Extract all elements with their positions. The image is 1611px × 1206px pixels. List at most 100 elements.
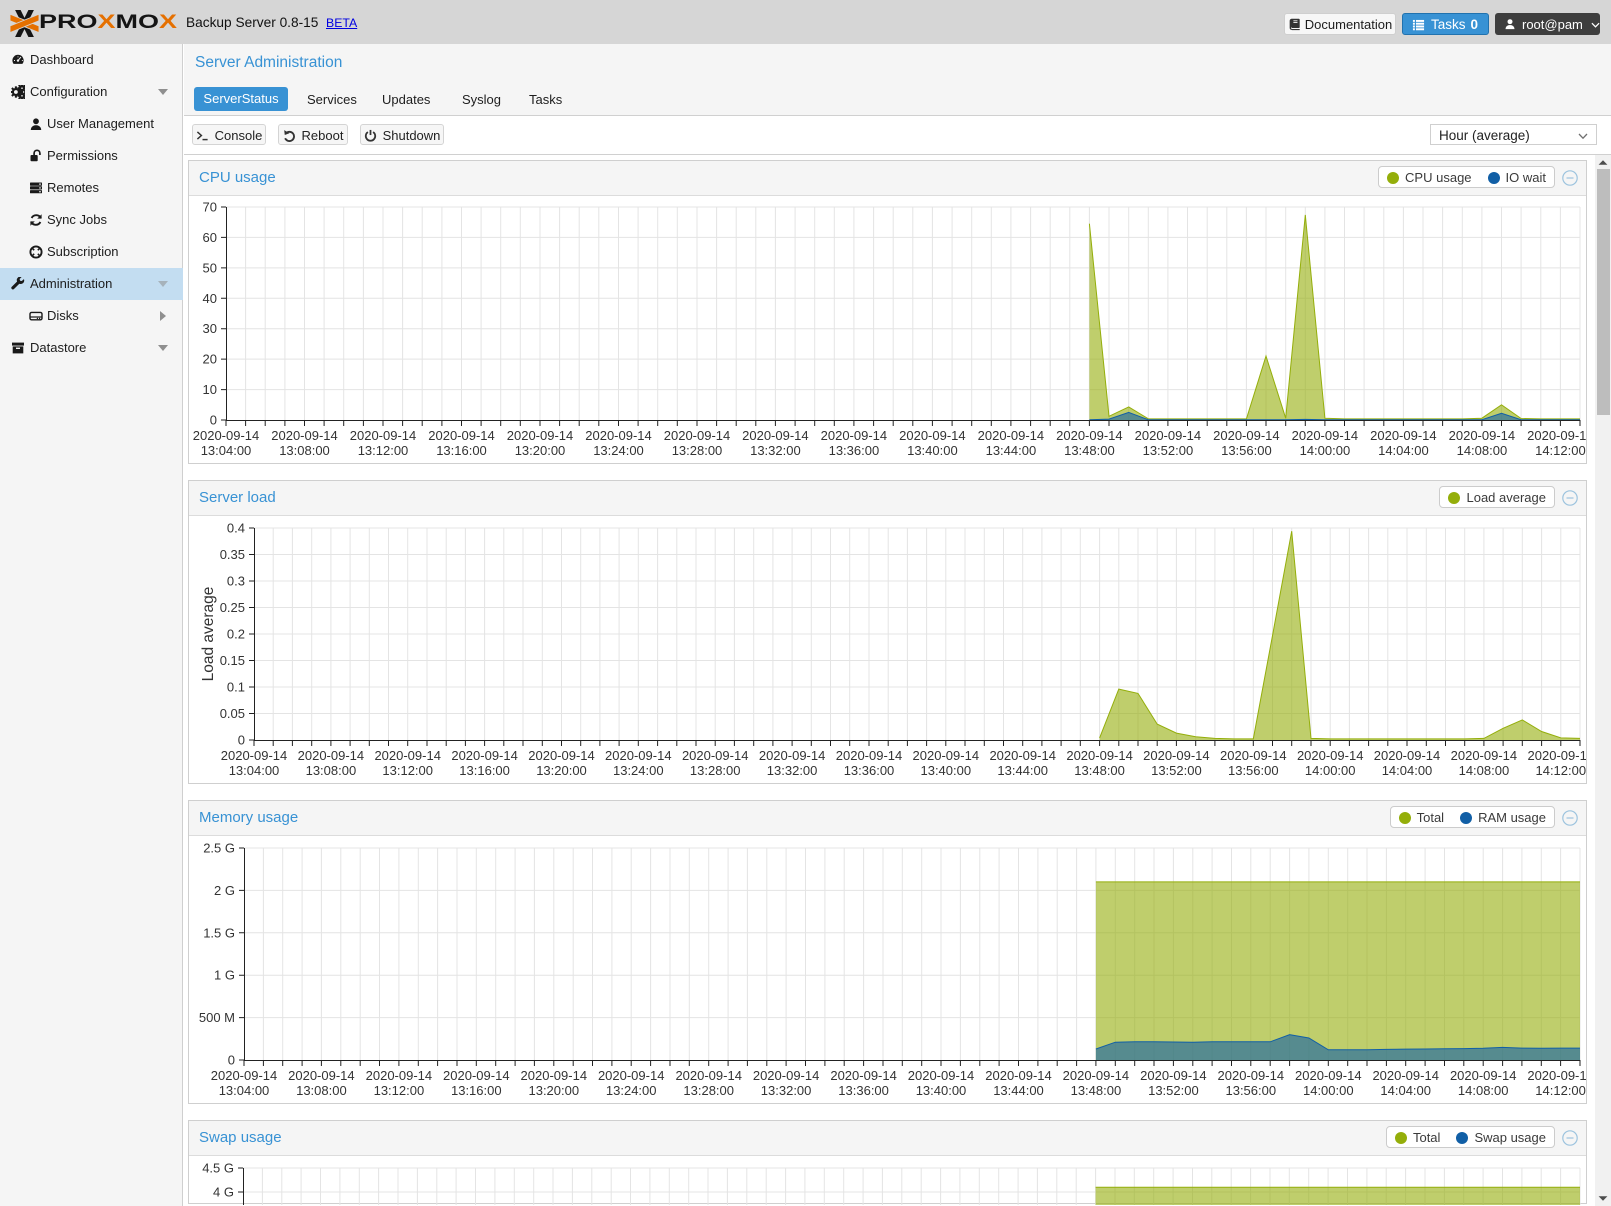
svg-text:13:16:00: 13:16:00	[459, 763, 510, 778]
svg-text:14:08:00: 14:08:00	[1457, 443, 1508, 458]
svg-text:2020-09-14: 2020-09-14	[1370, 428, 1437, 443]
svg-text:13:28:00: 13:28:00	[683, 1083, 734, 1098]
svg-text:13:52:00: 13:52:00	[1143, 443, 1194, 458]
svg-text:2020-09-14: 2020-09-14	[742, 428, 809, 443]
svg-text:2020-09-14: 2020-09-14	[908, 1068, 975, 1083]
svg-text:13:36:00: 13:36:00	[844, 763, 895, 778]
svg-text:30: 30	[203, 321, 217, 336]
svg-text:13:36:00: 13:36:00	[829, 443, 880, 458]
svg-text:2020-09-14: 2020-09-14	[664, 428, 731, 443]
svg-text:13:24:00: 13:24:00	[593, 443, 644, 458]
svg-text:2020-09-14: 2020-09-14	[1063, 1068, 1130, 1083]
svg-text:2020-09-14: 2020-09-14	[1218, 1068, 1285, 1083]
svg-text:2020-09-14: 2020-09-14	[1220, 748, 1287, 763]
svg-text:2020-09-14: 2020-09-14	[978, 428, 1045, 443]
svg-text:13:20:00: 13:20:00	[515, 443, 566, 458]
svg-text:50: 50	[203, 260, 217, 275]
svg-text:0.2: 0.2	[227, 627, 245, 642]
svg-text:0.05: 0.05	[220, 706, 245, 721]
svg-text:13:20:00: 13:20:00	[528, 1083, 579, 1098]
svg-text:2020-09-14: 2020-09-14	[759, 748, 826, 763]
svg-text:2020-09-14: 2020-09-14	[366, 1068, 433, 1083]
svg-text:2020-09-14: 2020-09-14	[821, 428, 888, 443]
svg-text:2020-09-14: 2020-09-14	[1056, 428, 1123, 443]
svg-text:14:04:00: 14:04:00	[1380, 1083, 1431, 1098]
svg-text:2020-09-14: 2020-09-14	[605, 748, 672, 763]
svg-text:13:40:00: 13:40:00	[920, 763, 971, 778]
svg-text:2020-09-14: 2020-09-14	[1374, 748, 1441, 763]
svg-text:2020-09-14: 2020-09-14	[585, 428, 652, 443]
svg-text:2 G: 2 G	[214, 883, 235, 898]
svg-text:2020-09-14: 2020-09-14	[1450, 1068, 1517, 1083]
svg-text:13:08:00: 13:08:00	[296, 1083, 347, 1098]
svg-text:0.3: 0.3	[227, 574, 245, 589]
svg-text:13:48:00: 13:48:00	[1071, 1083, 1122, 1098]
svg-text:2020-09-14: 2020-09-14	[1372, 1068, 1439, 1083]
svg-text:14:04:00: 14:04:00	[1378, 443, 1429, 458]
svg-text:2020-09-14: 2020-09-14	[350, 428, 417, 443]
svg-text:13:04:00: 13:04:00	[201, 443, 252, 458]
svg-text:13:32:00: 13:32:00	[767, 763, 818, 778]
svg-text:13:16:00: 13:16:00	[451, 1083, 502, 1098]
svg-text:2020-09-14: 2020-09-14	[675, 1068, 742, 1083]
svg-text:14:00:00: 14:00:00	[1303, 1083, 1354, 1098]
svg-text:2020-09-14: 2020-09-14	[836, 748, 903, 763]
svg-text:2020-09-14: 2020-09-14	[1143, 748, 1210, 763]
svg-text:2020-09-14: 2020-09-14	[288, 1068, 355, 1083]
svg-text:14:12:00: 14:12:00	[1535, 1083, 1586, 1098]
svg-text:1 G: 1 G	[214, 968, 235, 983]
svg-text:13:56:00: 13:56:00	[1228, 763, 1279, 778]
svg-text:4.5 G: 4.5 G	[202, 1161, 234, 1176]
svg-text:2020-09-14: 2020-09-14	[298, 748, 365, 763]
svg-text:2020-09-14: 2020-09-14	[1449, 428, 1516, 443]
svg-text:13:28:00: 13:28:00	[690, 763, 741, 778]
svg-text:Load average: Load average	[200, 587, 217, 682]
svg-text:0.15: 0.15	[220, 653, 245, 668]
svg-text:2020-09-14: 2020-09-14	[1213, 428, 1280, 443]
svg-text:13:08:00: 13:08:00	[279, 443, 330, 458]
svg-text:2020-09-14: 2020-09-14	[1451, 748, 1518, 763]
svg-text:2020-09-14: 2020-09-14	[1527, 1068, 1586, 1083]
svg-text:0.4: 0.4	[227, 521, 245, 536]
svg-text:2020-09-14: 2020-09-14	[1527, 428, 1586, 443]
svg-text:2020-09-14: 2020-09-14	[598, 1068, 665, 1083]
svg-text:70: 70	[203, 200, 217, 215]
svg-text:13:12:00: 13:12:00	[358, 443, 409, 458]
svg-text:14:08:00: 14:08:00	[1459, 763, 1510, 778]
svg-text:2020-09-14: 2020-09-14	[507, 428, 574, 443]
svg-text:0: 0	[210, 413, 217, 428]
svg-text:2020-09-14: 2020-09-14	[271, 428, 338, 443]
svg-text:13:40:00: 13:40:00	[907, 443, 958, 458]
svg-text:1.5 G: 1.5 G	[203, 925, 235, 940]
svg-text:2020-09-14: 2020-09-14	[989, 748, 1055, 763]
svg-text:13:04:00: 13:04:00	[219, 1083, 270, 1098]
svg-text:13:12:00: 13:12:00	[382, 763, 433, 778]
svg-text:60: 60	[203, 230, 217, 245]
svg-text:14:04:00: 14:04:00	[1382, 763, 1433, 778]
svg-text:0.35: 0.35	[220, 547, 245, 562]
svg-text:2020-09-14: 2020-09-14	[899, 428, 966, 443]
svg-text:13:12:00: 13:12:00	[374, 1083, 425, 1098]
svg-text:13:56:00: 13:56:00	[1225, 1083, 1276, 1098]
svg-text:0: 0	[228, 1053, 235, 1068]
svg-text:13:36:00: 13:36:00	[838, 1083, 889, 1098]
svg-text:2020-09-14: 2020-09-14	[211, 1068, 278, 1083]
svg-text:2020-09-14: 2020-09-14	[1135, 428, 1202, 443]
svg-text:0: 0	[238, 733, 245, 748]
svg-text:13:24:00: 13:24:00	[613, 763, 664, 778]
svg-text:13:32:00: 13:32:00	[750, 443, 801, 458]
svg-text:13:56:00: 13:56:00	[1221, 443, 1272, 458]
svg-text:13:32:00: 13:32:00	[761, 1083, 812, 1098]
svg-text:2.5 G: 2.5 G	[203, 841, 235, 856]
svg-text:2020-09-14: 2020-09-14	[1528, 748, 1586, 763]
svg-text:2020-09-14: 2020-09-14	[753, 1068, 820, 1083]
svg-text:0.1: 0.1	[227, 680, 245, 695]
svg-text:500 M: 500 M	[199, 1010, 235, 1025]
svg-text:2020-09-14: 2020-09-14	[428, 428, 495, 443]
svg-text:2020-09-14: 2020-09-14	[830, 1068, 897, 1083]
svg-text:13:48:00: 13:48:00	[1074, 763, 1125, 778]
svg-text:2020-09-14: 2020-09-14	[682, 748, 749, 763]
svg-text:2020-09-14: 2020-09-14	[1297, 748, 1364, 763]
svg-text:0.25: 0.25	[220, 600, 245, 615]
svg-text:13:44:00: 13:44:00	[997, 763, 1048, 778]
